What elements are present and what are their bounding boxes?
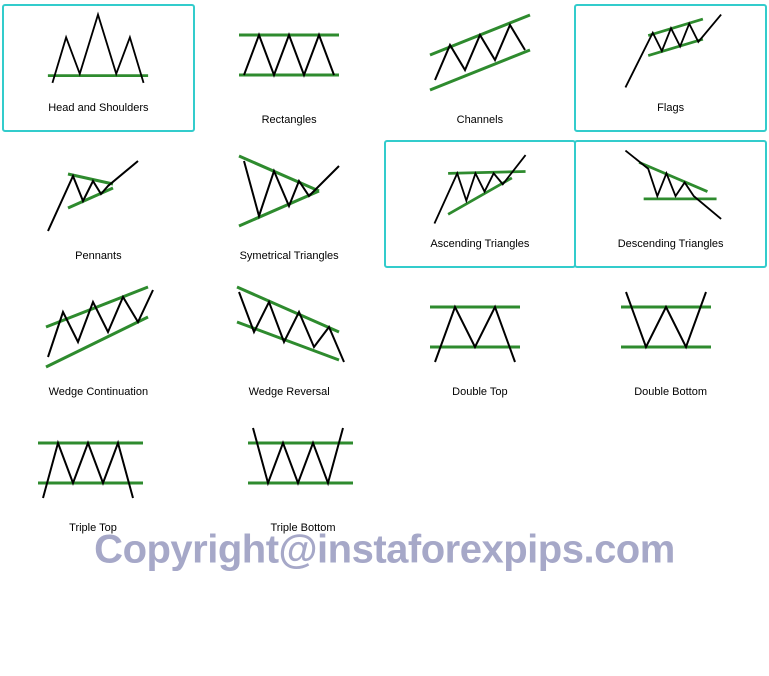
pattern-svg (27, 10, 169, 92)
pattern-svg (18, 418, 168, 508)
cell-channels: Channels (390, 10, 571, 126)
label-rectangles: Rectangles (262, 114, 317, 126)
label-asc-triangles: Ascending Triangles (430, 238, 529, 250)
pattern-svg (23, 282, 173, 372)
cell-triple-bottom: Triple Bottom (228, 418, 378, 534)
pattern-svg (596, 282, 746, 372)
label-head-shoulders: Head and Shoulders (48, 102, 148, 114)
label-wedge-rev: Wedge Reversal (249, 386, 330, 398)
cell-asc-triangles: Ascending Triangles (384, 140, 577, 268)
label-flags: Flags (657, 102, 684, 114)
label-desc-triangles: Descending Triangles (618, 238, 724, 250)
cell-flags: Flags (574, 4, 767, 132)
pattern-svg (405, 10, 555, 100)
pattern-grid: Head and Shoulders Rectangles Channels F… (0, 0, 769, 544)
pattern-svg (228, 418, 378, 508)
cell-wedge-rev: Wedge Reversal (199, 282, 380, 398)
pattern-svg (214, 282, 364, 372)
pattern-svg (214, 146, 364, 236)
label-triple-bottom: Triple Bottom (270, 522, 335, 534)
pattern-svg (600, 146, 742, 228)
row-4: Triple Top Triple Bottom (8, 418, 761, 534)
label-pennants: Pennants (75, 250, 121, 262)
pattern-svg (214, 10, 364, 100)
cell-pennants: Pennants (8, 146, 189, 262)
cell-double-top: Double Top (390, 282, 571, 398)
label-double-bottom: Double Bottom (634, 386, 707, 398)
label-double-top: Double Top (452, 386, 507, 398)
cell-triple-top: Triple Top (18, 418, 168, 534)
label-channels: Channels (457, 114, 503, 126)
cell-head-shoulders: Head and Shoulders (2, 4, 195, 132)
label-sym-triangles: Symetrical Triangles (240, 250, 339, 262)
label-wedge-cont: Wedge Continuation (49, 386, 148, 398)
cell-double-bottom: Double Bottom (580, 282, 761, 398)
cell-desc-triangles: Descending Triangles (574, 140, 767, 268)
pattern-svg (23, 146, 173, 236)
cell-wedge-cont: Wedge Continuation (8, 282, 189, 398)
cell-sym-triangles: Symetrical Triangles (199, 146, 380, 262)
pattern-svg (409, 146, 551, 228)
cell-rectangles: Rectangles (199, 10, 380, 126)
label-triple-top: Triple Top (69, 522, 117, 534)
pattern-svg (600, 10, 742, 92)
pattern-svg (405, 282, 555, 372)
